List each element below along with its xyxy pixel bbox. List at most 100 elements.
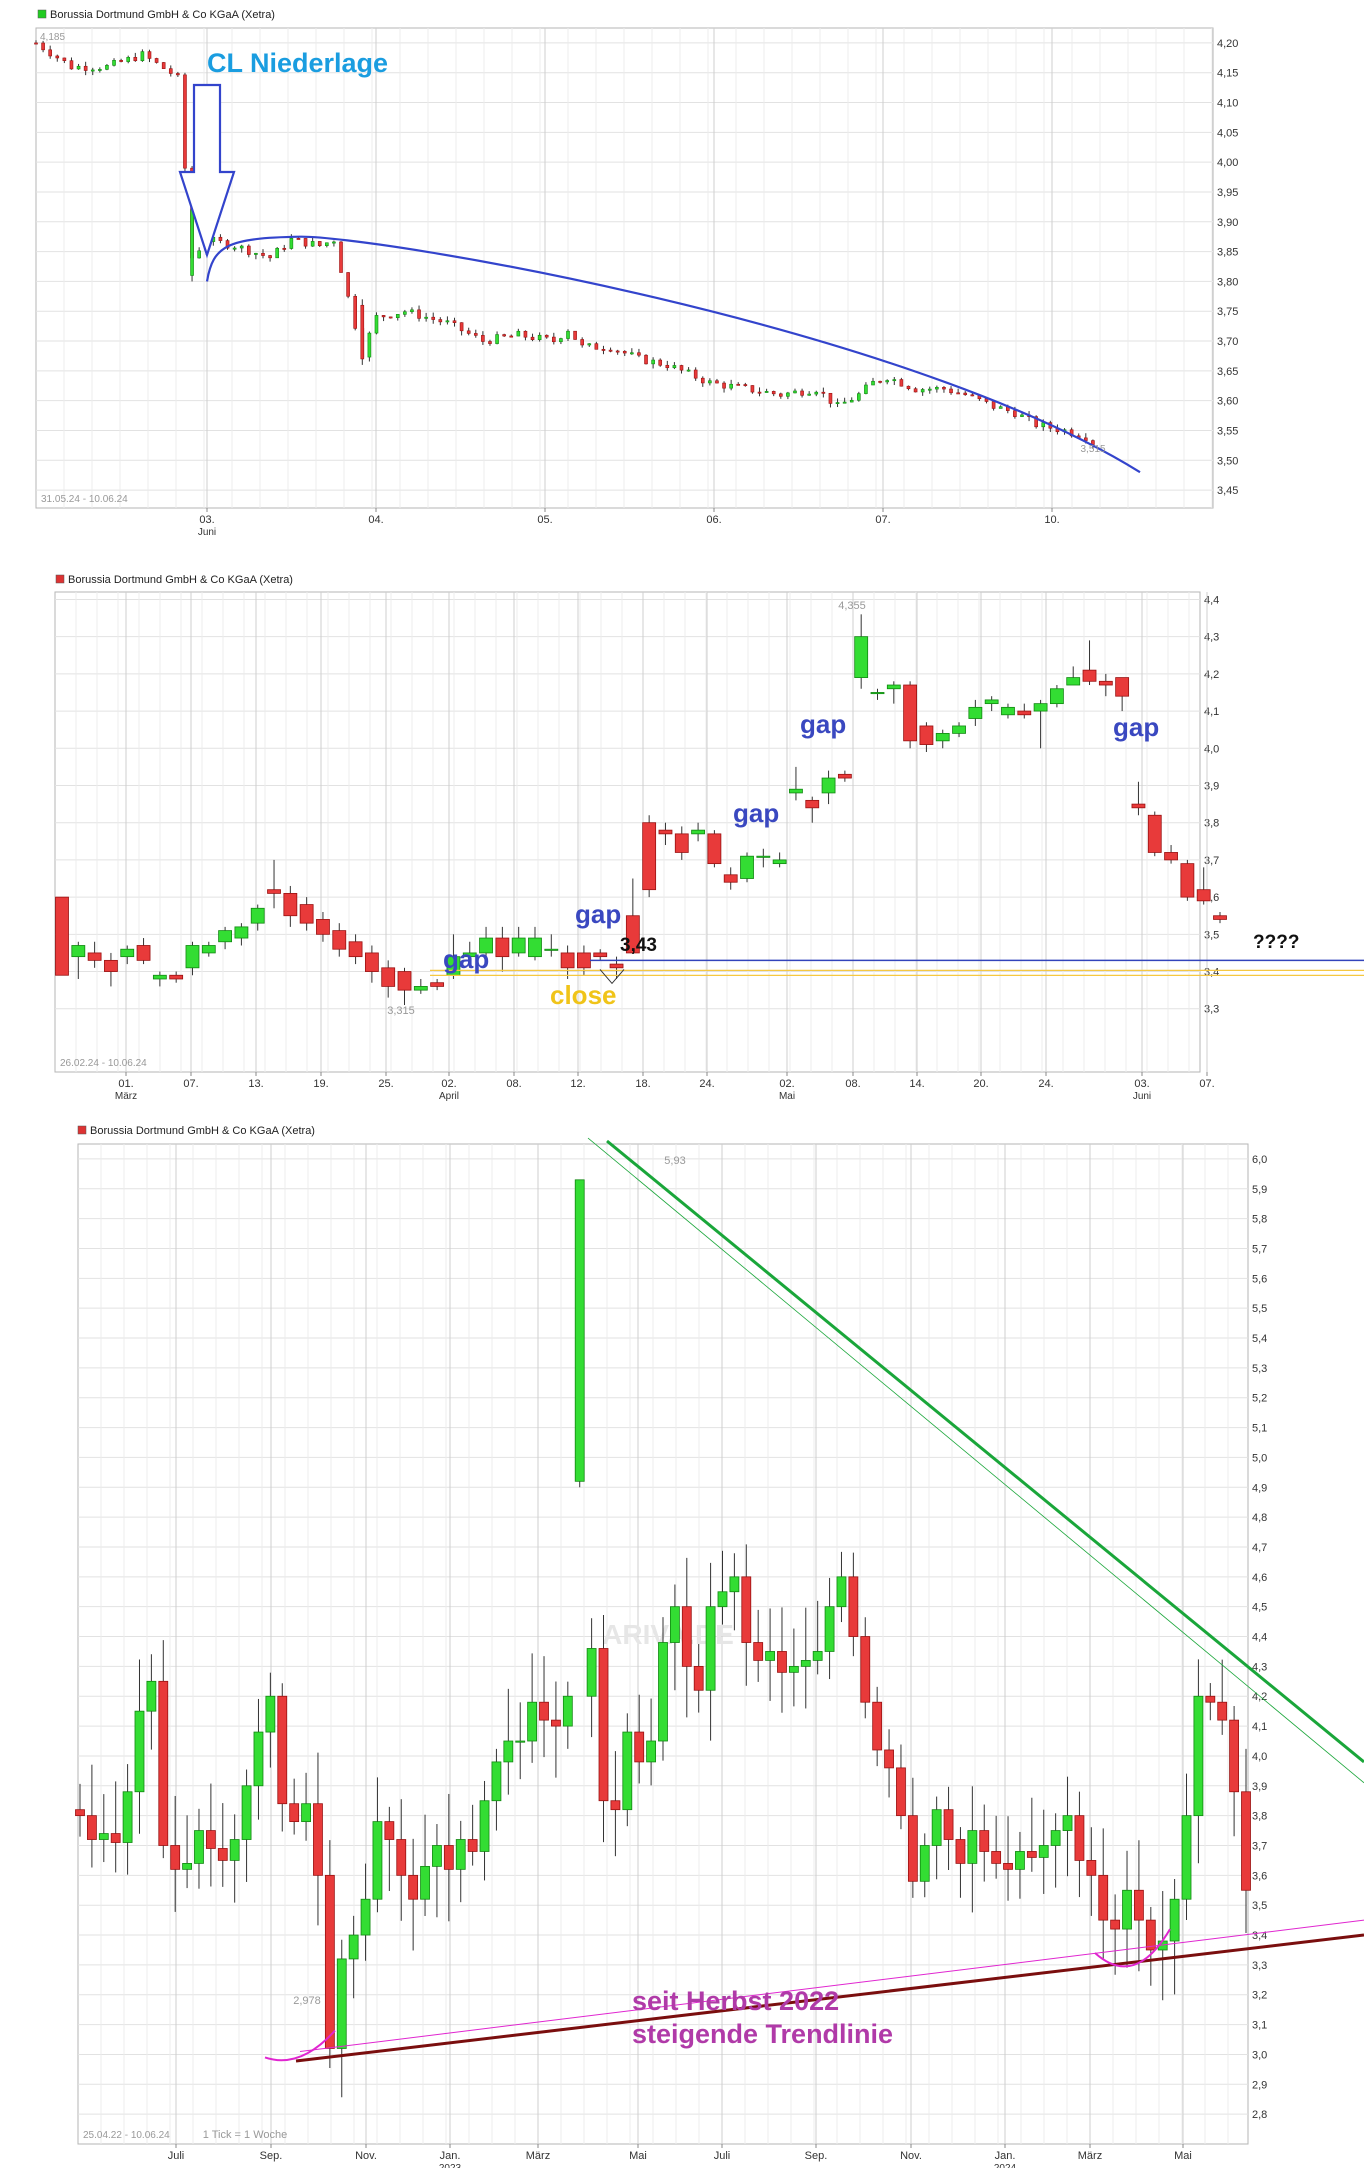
legend-swatch bbox=[55, 574, 65, 584]
x-tick-label: 13. bbox=[248, 1078, 263, 1090]
candle-down bbox=[133, 57, 138, 62]
candle-down bbox=[1013, 410, 1017, 417]
candle-down bbox=[225, 240, 230, 249]
y-tick-label: 5,5 bbox=[1252, 1303, 1267, 1315]
candle-down bbox=[55, 896, 69, 976]
y-tick-label: 4,05 bbox=[1217, 127, 1238, 139]
y-tick-label: 4,1 bbox=[1204, 706, 1219, 718]
candle-down bbox=[615, 350, 620, 353]
candle-up bbox=[1066, 677, 1081, 686]
candle-down bbox=[34, 42, 38, 45]
candle-down bbox=[158, 1680, 169, 1846]
candle-up bbox=[842, 401, 847, 404]
candle-up bbox=[919, 1845, 930, 1882]
tick-note: 1 Tick = 1 Woche bbox=[203, 2129, 287, 2141]
candle-up bbox=[98, 1833, 109, 1840]
candle-down bbox=[169, 974, 184, 980]
candle-down bbox=[176, 73, 180, 76]
candle-down bbox=[1205, 1695, 1216, 1703]
gap-label: gap bbox=[733, 798, 779, 828]
candle-down bbox=[430, 982, 445, 987]
candle-up bbox=[1122, 1889, 1132, 1930]
candle-up bbox=[669, 1606, 680, 1643]
candle-up bbox=[194, 1830, 204, 1864]
candle-down bbox=[55, 55, 60, 59]
candle-up bbox=[927, 388, 932, 391]
candle-up bbox=[232, 247, 237, 250]
x-tick-label: 10. bbox=[1044, 514, 1059, 526]
candle-up bbox=[935, 732, 950, 742]
y-tick-label: 5,2 bbox=[1252, 1393, 1267, 1405]
candle-down bbox=[396, 1839, 407, 1876]
downtrend-curve bbox=[205, 235, 1141, 474]
y-tick-label: 2,9 bbox=[1252, 2079, 1267, 2091]
candle-down bbox=[919, 725, 934, 745]
candle-up bbox=[479, 1800, 490, 1852]
candle-up bbox=[658, 1642, 668, 1742]
candle-down bbox=[41, 42, 45, 51]
candle-up bbox=[146, 1680, 157, 1712]
candle-up bbox=[574, 1179, 585, 1482]
x-tick-sublabel: Juni bbox=[198, 527, 216, 538]
candle-up bbox=[812, 1651, 823, 1661]
candle-down bbox=[443, 1845, 454, 1870]
candle-down bbox=[313, 1803, 323, 1876]
high-label: 4,355 bbox=[838, 600, 866, 612]
candle-down bbox=[1241, 1791, 1251, 1891]
candle-down bbox=[1131, 803, 1146, 809]
candle-down bbox=[303, 238, 308, 247]
x-tick-label: 07. bbox=[1199, 1078, 1214, 1090]
candle-down bbox=[1003, 1863, 1013, 1870]
candle-up bbox=[253, 1731, 264, 1787]
y-tick-label: 4,0 bbox=[1204, 743, 1219, 755]
candle-up bbox=[254, 252, 258, 255]
candle-down bbox=[119, 60, 123, 62]
candle-down bbox=[324, 1874, 335, 2049]
y-tick-label: 5,4 bbox=[1252, 1333, 1267, 1345]
low-label: 3,515 bbox=[1080, 444, 1105, 455]
candle-down bbox=[87, 952, 102, 961]
candle-down bbox=[481, 335, 485, 342]
candle-up bbox=[537, 334, 542, 340]
candle-up bbox=[126, 57, 131, 62]
candle-up bbox=[998, 406, 1003, 409]
x-tick-label: 04. bbox=[368, 514, 383, 526]
y-tick-label: 6,0 bbox=[1252, 1154, 1267, 1166]
y-tick-label: 5,8 bbox=[1252, 1214, 1267, 1226]
candle-down bbox=[473, 333, 478, 336]
candle-down bbox=[658, 359, 663, 366]
candle-down bbox=[1147, 814, 1162, 853]
x-tick-label: 12. bbox=[570, 1078, 585, 1090]
y-tick-label: 4,20 bbox=[1217, 38, 1238, 50]
candle-down bbox=[963, 392, 968, 396]
candle-up bbox=[120, 948, 135, 958]
gap-label: gap bbox=[800, 709, 846, 739]
candle-down bbox=[488, 341, 492, 344]
candle-up bbox=[764, 391, 769, 393]
candle-up bbox=[360, 1898, 371, 1936]
candle-up bbox=[622, 1731, 633, 1811]
candle-down bbox=[205, 1830, 216, 1849]
candle-up bbox=[544, 948, 559, 951]
candle-down bbox=[899, 379, 904, 387]
candle-up bbox=[410, 309, 414, 313]
candle-down bbox=[878, 380, 882, 383]
candle-up bbox=[1193, 1695, 1204, 1817]
plot-area bbox=[54, 591, 1201, 1073]
x-tick-sublabel: 2024 bbox=[994, 2163, 1017, 2168]
candle-down bbox=[903, 684, 918, 742]
candle-down bbox=[183, 74, 187, 169]
candle-up bbox=[814, 391, 819, 395]
candle-up bbox=[76, 65, 81, 70]
x-tick-label: Nov. bbox=[900, 2150, 922, 2162]
candle-up bbox=[332, 241, 336, 244]
candle-up bbox=[250, 907, 265, 924]
candle-up bbox=[789, 788, 803, 794]
candle-up bbox=[185, 945, 200, 969]
x-tick-label: 08. bbox=[506, 1078, 521, 1090]
candle-down bbox=[509, 335, 514, 338]
candle-down bbox=[642, 822, 657, 891]
candle-up bbox=[234, 926, 249, 939]
down-caret-icon bbox=[599, 969, 625, 985]
